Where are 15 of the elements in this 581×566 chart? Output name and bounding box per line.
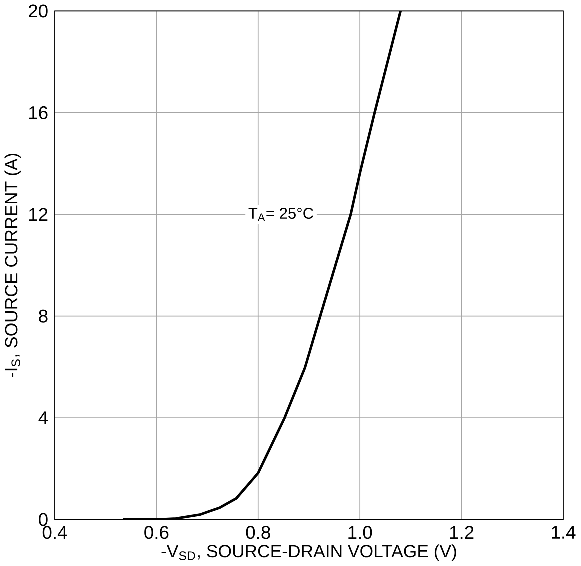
y-tick-label: 20 bbox=[29, 4, 48, 18]
annotation: T$_{A}$= 25°C bbox=[248, 208, 314, 222]
x-axis-title: -V$_{SD}$, SOURCE-DRAIN VOLTAGE (V) bbox=[162, 544, 456, 562]
x-tick-label: 0.4 bbox=[42, 526, 68, 540]
x-tick-label: 1.4 bbox=[552, 526, 576, 539]
x-tick-label: 1.2 bbox=[450, 526, 474, 540]
y-tick-label: 12 bbox=[29, 208, 48, 222]
y-tick-label: 4 bbox=[38, 412, 48, 424]
y-tick-label: 8 bbox=[39, 310, 48, 323]
x-tick-label: 1.0 bbox=[348, 526, 372, 540]
x-tick-label: 0.8 bbox=[246, 526, 270, 540]
y-tick-label: 16 bbox=[29, 106, 48, 120]
x-tick-label: 0.6 bbox=[144, 526, 169, 540]
y-tick-label: 0 bbox=[39, 513, 48, 526]
y-axis-title: -I$_{S}$, SOURCE CURRENT (A) bbox=[4, 154, 22, 378]
